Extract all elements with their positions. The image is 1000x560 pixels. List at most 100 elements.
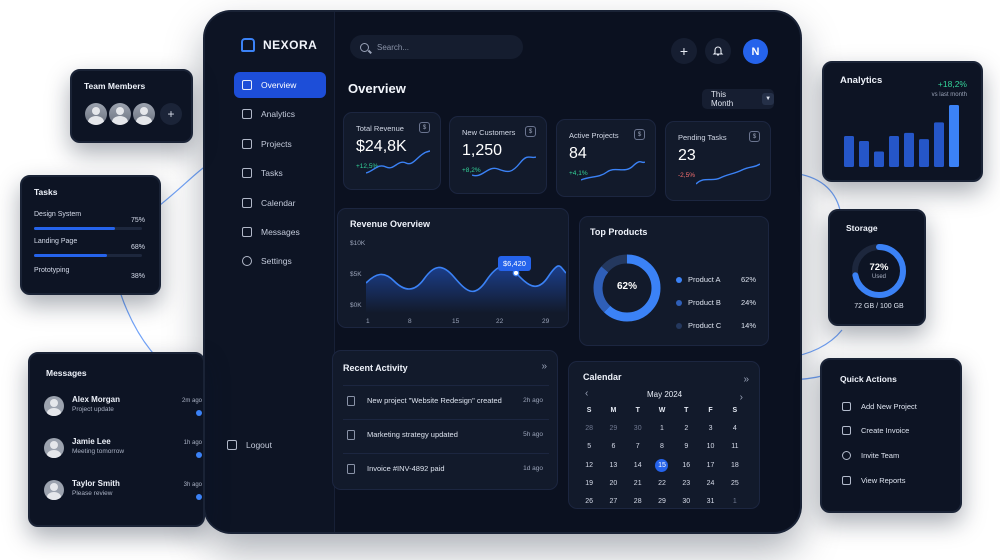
message-item[interactable]: Alex Morgan Project update 2m ago bbox=[44, 392, 202, 426]
calendar-day[interactable]: 22 bbox=[658, 479, 666, 487]
calendar-day[interactable]: 28 bbox=[585, 425, 594, 433]
calendar-day[interactable]: 14 bbox=[633, 461, 642, 469]
calendar-day[interactable]: 8 bbox=[660, 443, 664, 451]
quick-action-view-reports[interactable]: View Reports bbox=[842, 476, 905, 485]
kpi-sparkline bbox=[696, 163, 760, 185]
calendar-day[interactable]: 25 bbox=[730, 479, 739, 487]
sidebar-item-overview[interactable]: Overview bbox=[234, 72, 326, 98]
calendar-day[interactable]: 9 bbox=[684, 443, 689, 451]
activity-item[interactable]: New project "Website Redesign" created 2h… bbox=[343, 385, 549, 415]
activity-item[interactable]: Marketing strategy updated 5h ago bbox=[343, 419, 549, 449]
calendar-day[interactable]: 17 bbox=[706, 461, 715, 469]
chevron-down-icon: ▼ bbox=[762, 93, 774, 105]
kpi-change: -2,5% bbox=[678, 172, 695, 179]
product-legend-item[interactable]: Product A 62% bbox=[676, 275, 756, 284]
sidebar-item-projects[interactable]: Projects bbox=[234, 131, 326, 157]
avatar[interactable] bbox=[85, 103, 107, 125]
analytics-bar bbox=[949, 105, 959, 167]
calendar-day[interactable]: 31 bbox=[706, 497, 715, 505]
calendar-day[interactable]: 4 bbox=[732, 425, 737, 433]
calendar-day[interactable]: 20 bbox=[609, 479, 618, 487]
calendar-day[interactable]: 18 bbox=[730, 461, 739, 469]
calendar-day[interactable]: 26 bbox=[585, 497, 594, 505]
sidebar-item-settings[interactable]: Settings bbox=[234, 248, 326, 274]
sidebar-item-label: Settings bbox=[261, 256, 292, 267]
calendar-day[interactable]: 3 bbox=[708, 425, 713, 433]
kpi-value: 1,250 bbox=[462, 142, 503, 159]
avatar[interactable] bbox=[133, 103, 155, 125]
kpi-sparkline bbox=[581, 161, 645, 181]
sidebar-item-calendar[interactable]: Calendar bbox=[234, 190, 326, 216]
prev-month-icon[interactable]: ‹ bbox=[585, 388, 589, 399]
message-item[interactable]: Taylor Smith Please review 3h ago bbox=[44, 476, 202, 510]
sidebar-item-analytics[interactable]: Analytics bbox=[234, 101, 326, 127]
quick-action-create-invoice[interactable]: Create Invoice bbox=[842, 426, 909, 435]
quick-action-invite-team[interactable]: Invite Team bbox=[842, 451, 899, 460]
calendar-day[interactable]: 2 bbox=[684, 425, 689, 433]
analytics-bar bbox=[904, 132, 914, 167]
logout-button[interactable]: Logout bbox=[227, 440, 272, 450]
calendar-day[interactable]: 7 bbox=[635, 443, 640, 451]
kpi-sparkline bbox=[366, 150, 430, 174]
notifications-button[interactable] bbox=[705, 38, 731, 64]
search-input[interactable]: Search... bbox=[350, 35, 523, 59]
message-item[interactable]: Jamie Lee Meeting tomorrow 1h ago bbox=[44, 434, 202, 468]
calendar-day[interactable]: 1 bbox=[660, 425, 664, 433]
calendar-day[interactable]: 28 bbox=[633, 497, 642, 505]
calendar-day[interactable]: 24 bbox=[706, 479, 715, 487]
user-avatar[interactable]: N bbox=[743, 39, 768, 64]
calendar-day[interactable]: 29 bbox=[658, 497, 666, 505]
kpi-value: 23 bbox=[678, 147, 696, 164]
kpi-card-revenue[interactable]: Total Revenue $ $24,8K +12,5% bbox=[343, 112, 441, 190]
calendar-day[interactable]: 6 bbox=[611, 443, 616, 451]
period-select[interactable]: This Month ▼ bbox=[702, 89, 774, 109]
product-legend-item[interactable]: Product C 14% bbox=[676, 321, 756, 330]
page-title: Overview bbox=[348, 81, 406, 96]
calendar-day[interactable]: 30 bbox=[633, 425, 642, 433]
calendar-day[interactable]: 15 bbox=[655, 458, 669, 472]
activity-item[interactable]: Invoice #INV-4892 paid 1d ago bbox=[343, 453, 549, 483]
calendar-day[interactable]: 5 bbox=[587, 443, 592, 451]
x-tick: 22 bbox=[496, 318, 504, 325]
kpi-card-projects[interactable]: Active Projects $ 84 +4,1% bbox=[556, 119, 656, 197]
product-legend-item[interactable]: Product B 24% bbox=[676, 298, 756, 307]
donut-segment-2 bbox=[593, 254, 661, 322]
kpi-card-tasks[interactable]: Pending Tasks $ 23 -2,5% bbox=[665, 121, 771, 201]
more-icon[interactable]: » bbox=[541, 361, 547, 372]
calendar-day[interactable]: 21 bbox=[633, 479, 642, 487]
calendar-day[interactable]: 1 bbox=[732, 497, 737, 505]
activity-time: 5h ago bbox=[523, 431, 543, 438]
avatar[interactable] bbox=[109, 103, 131, 125]
messages-panel: Messages Alex Morgan Project update 2m a… bbox=[28, 352, 205, 527]
sidebar-item-messages[interactable]: Messages bbox=[234, 219, 326, 245]
calendar-day[interactable]: 29 bbox=[609, 425, 618, 433]
next-month-icon[interactable]: › bbox=[739, 392, 743, 403]
calendar-day[interactable]: 10 bbox=[706, 443, 715, 451]
task-progress-fill bbox=[34, 227, 115, 230]
kpi-card-customers[interactable]: New Customers $ 1,250 +8,2% bbox=[449, 116, 547, 194]
product-name: Product C bbox=[688, 321, 722, 330]
calendar-day[interactable]: 19 bbox=[585, 479, 594, 487]
product-value: 24% bbox=[740, 298, 756, 307]
task-percent: 68% bbox=[130, 244, 145, 251]
calendar-day[interactable]: 12 bbox=[585, 461, 594, 469]
top-products-title: Top Products bbox=[590, 227, 648, 237]
calendar-day[interactable]: 27 bbox=[609, 497, 618, 505]
add-button[interactable]: + bbox=[671, 38, 697, 64]
add-member-button[interactable]: + bbox=[160, 103, 182, 125]
more-icon[interactable]: » bbox=[743, 374, 749, 385]
calendar-day[interactable]: 23 bbox=[682, 479, 691, 487]
analytics-bar bbox=[934, 122, 944, 167]
brand[interactable]: NEXORA bbox=[241, 38, 317, 52]
calendar-day[interactable]: 16 bbox=[682, 461, 691, 469]
home-icon bbox=[242, 80, 252, 90]
kpi-change: +12,5% bbox=[356, 163, 379, 170]
calendar-day[interactable]: 11 bbox=[731, 443, 739, 451]
calendar-card: Calendar » ‹ May 2024 › S M T W T F S 28 29 30 1 2 3… bbox=[568, 361, 760, 509]
quick-action-label: Create Invoice bbox=[861, 426, 910, 435]
sidebar-item-tasks[interactable]: Tasks bbox=[234, 160, 326, 186]
calendar-day[interactable]: 13 bbox=[609, 461, 618, 469]
calendar-day[interactable]: 30 bbox=[682, 497, 691, 505]
quick-action-add-project[interactable]: Add New Project bbox=[842, 402, 917, 411]
kpi-label: New Customers bbox=[462, 128, 516, 137]
